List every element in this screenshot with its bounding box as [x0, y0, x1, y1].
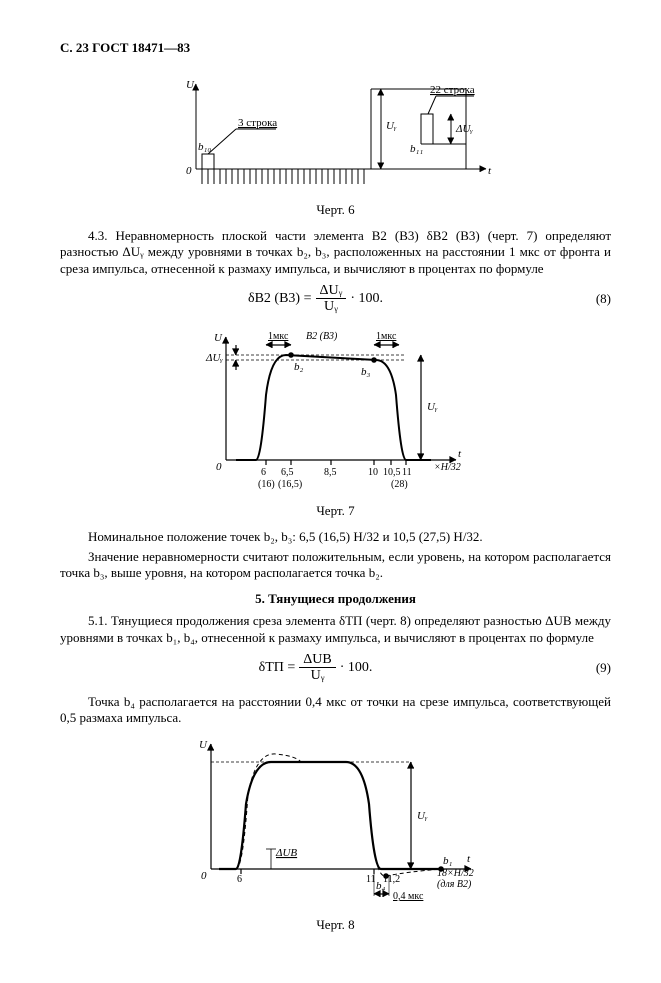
fig6-line3: 3 строка	[238, 117, 277, 129]
formula8-num: ΔUᵧ	[316, 283, 347, 299]
fig7-xs1: (16)	[258, 479, 275, 490]
fig7-b3: b₃	[361, 366, 371, 378]
formula8-den: Uᵧ	[316, 299, 347, 314]
formula9-lhs: δТП =	[259, 660, 296, 676]
para-5-1: 5.1. Тянущиеся продолжения среза элемент…	[60, 613, 611, 646]
fig6-line22: 22 строка	[430, 84, 475, 96]
fig6-U: U	[186, 79, 195, 91]
fig8-t: t	[467, 853, 471, 865]
fig7-b2b3: В2 (В3)	[306, 331, 338, 342]
fig6-zero: 0	[186, 165, 192, 177]
figure-7: U 0 t ΔUᵧ Uᵧ b₂ b₃ 1мкс В2 (В3) 1мкс 6 6…	[60, 325, 611, 499]
fig8-x112: 11,2	[383, 874, 400, 885]
fig7-x6: 11	[402, 467, 412, 478]
formula9-num: ΔUВ	[299, 652, 335, 668]
fig7-H32: ×H/32	[434, 462, 461, 473]
fig8-x6: 6	[237, 874, 242, 885]
para-b4: Точка b₄ располагается на расстоянии 0,4…	[60, 694, 611, 727]
section-5-title: 5. Тянущиеся продолжения	[60, 591, 611, 607]
figure-6: U 0 t b₁₀ b₁₁ Uᵧ ΔUᵧ 3 строка 22 строка	[60, 74, 611, 198]
fig7-xs2: (16,5)	[278, 479, 302, 490]
formula9-tail: · 100.	[340, 660, 373, 676]
fig8-04mks: 0,4 мкс	[393, 891, 424, 902]
formula9-den: Uᵧ	[299, 668, 335, 683]
formula8-lhs: δВ2 (В3) =	[248, 291, 312, 307]
fig6-dUy: ΔUᵧ	[455, 123, 473, 135]
fig7-zero: 0	[216, 461, 222, 473]
fig8-note: 18×H/32 (для В2)	[437, 868, 476, 890]
page-header: С. 23 ГОСТ 18471—83	[60, 40, 611, 56]
fig7-x3: 8,5	[324, 467, 337, 478]
fig7-t: t	[458, 448, 462, 460]
fig7-1mks-l: 1мкс	[268, 331, 289, 342]
fig8-zero: 0	[201, 870, 207, 882]
fig8-b1: b₁	[443, 855, 453, 867]
fig7-caption: Черт. 7	[60, 503, 611, 519]
formula-9: δТП = ΔUВ Uᵧ · 100. (9)	[60, 652, 611, 684]
fig8-caption: Черт. 8	[60, 917, 611, 933]
formula-8: δВ2 (В3) = ΔUᵧ Uᵧ · 100. (8)	[60, 283, 611, 315]
para-znachenie: Значение неравномерности считают положит…	[60, 549, 611, 582]
formula9-eqnum: (9)	[571, 660, 611, 676]
fig8-dUB: ΔUВ	[275, 847, 297, 859]
fig6-b11: b₁₁	[410, 143, 423, 155]
fig7-x2: 6,5	[281, 467, 294, 478]
fig7-x1: 6	[261, 467, 266, 478]
fig7-U: U	[214, 332, 223, 344]
formula8-eqnum: (8)	[571, 291, 611, 307]
formula8-tail: · 100.	[350, 291, 383, 307]
fig8-Uy: Uᵧ	[417, 810, 428, 822]
fig6-t: t	[488, 165, 492, 177]
para-4-3: 4.3. Неравномерность плоской части элеме…	[60, 228, 611, 277]
fig7-xs3: (28)	[391, 479, 408, 490]
fig7-1mks-r: 1мкс	[376, 331, 397, 342]
fig7-b2: b₂	[294, 361, 304, 373]
fig6-Uy: Uᵧ	[386, 120, 397, 132]
fig8-x11: 11	[366, 874, 376, 885]
fig7-x5: 10,5	[383, 467, 401, 478]
para-nominal: Номинальное положение точек b₂, b₃: 6,5 …	[60, 529, 611, 545]
fig6-caption: Черт. 6	[60, 202, 611, 218]
figure-8: U 0 t ΔUВ Uᵧ b₄ b₁ 6 11 11,2 0,4 мкс 18×…	[60, 734, 611, 913]
fig7-Uy: Uᵧ	[427, 401, 438, 413]
fig6-b10: b₁₀	[198, 141, 211, 153]
fig7-x4: 10	[368, 467, 378, 478]
fig7-dUy: ΔUᵧ	[205, 352, 223, 364]
fig8-U: U	[199, 739, 208, 751]
